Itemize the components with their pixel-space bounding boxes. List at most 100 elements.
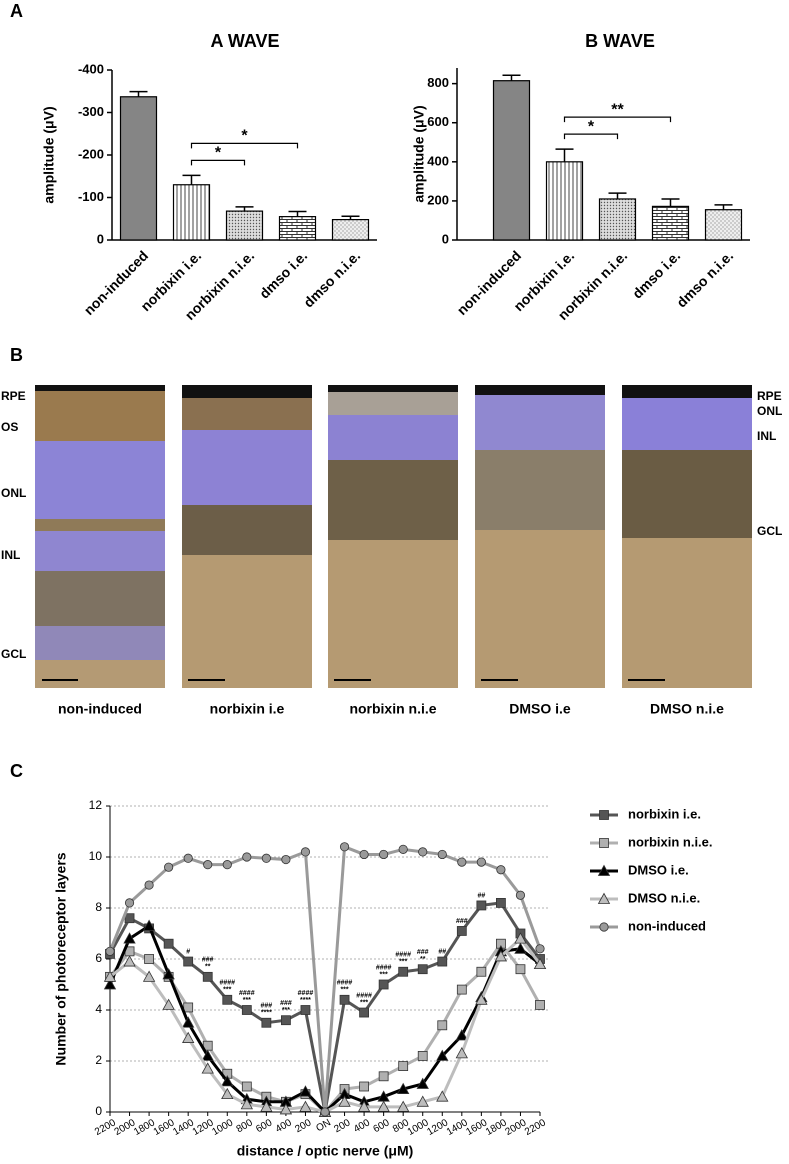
marker <box>457 857 467 867</box>
x-tick-label: 200 <box>332 1117 352 1135</box>
marker <box>261 1017 272 1028</box>
error-bar <box>502 74 521 81</box>
image <box>622 385 752 688</box>
significance-label: ** <box>611 101 624 118</box>
marker <box>436 1090 449 1102</box>
marker <box>202 971 213 982</box>
significance-bracket <box>563 116 672 123</box>
significance-label: *** <box>223 987 231 994</box>
x-tick-label: 200 <box>293 1117 313 1135</box>
x-tick-label: 2200 <box>523 1117 548 1138</box>
marker <box>103 978 117 990</box>
marker <box>201 1049 214 1061</box>
legend-label: DMSO n.i.e. <box>628 890 700 905</box>
bar <box>492 80 531 241</box>
significance-label: *** <box>243 997 251 1004</box>
image-caption: DMSO i.e <box>509 701 571 717</box>
x-tick-label: dmso n.i.e. <box>300 247 363 310</box>
x-tick-label: 400 <box>274 1117 294 1135</box>
marker <box>535 1000 545 1010</box>
marker <box>105 946 115 956</box>
error-bar <box>235 206 254 212</box>
significance-label: ** <box>205 964 211 971</box>
marker <box>242 852 252 862</box>
x-axis-label: distance / optic nerve (μM) <box>237 1143 414 1159</box>
marker <box>514 932 527 944</box>
marker <box>300 847 311 857</box>
significance-label: * <box>215 145 222 162</box>
marker <box>357 1100 371 1112</box>
marker <box>162 967 175 980</box>
error-bar <box>608 192 627 199</box>
marker <box>377 1100 390 1112</box>
significance-label: * <box>588 118 595 135</box>
marker <box>418 847 428 857</box>
bar <box>278 216 317 241</box>
marker <box>533 957 547 969</box>
marker <box>515 964 526 975</box>
y-tick-label: 200 <box>427 192 449 207</box>
error-bar <box>661 198 680 207</box>
marker <box>359 1007 369 1018</box>
marker <box>378 1071 389 1082</box>
bar <box>172 184 211 241</box>
marker <box>456 926 467 936</box>
significance-bracket <box>563 133 619 140</box>
marker <box>123 932 136 944</box>
marker <box>338 1095 351 1107</box>
layer-label: GCL <box>757 524 782 538</box>
marker <box>222 860 232 870</box>
bar <box>545 161 584 241</box>
significance-label: #### <box>219 980 235 987</box>
panel-label: B <box>10 345 23 365</box>
layer-label: ONL <box>757 404 782 418</box>
bar <box>651 205 690 241</box>
significance-label: ### <box>456 918 468 925</box>
error-bar <box>555 148 574 162</box>
y-tick-label: 400 <box>427 153 449 168</box>
image <box>328 385 458 688</box>
significance-bracket <box>190 159 246 166</box>
y-axis-label: amplitude (μV) <box>411 105 427 202</box>
marker <box>397 1082 410 1094</box>
marker <box>241 1081 252 1092</box>
y-tick-label: 4 <box>95 1002 102 1016</box>
series-line <box>108 941 542 1115</box>
y-tick-label: 8 <box>95 900 102 914</box>
marker <box>203 860 213 870</box>
marker <box>597 892 611 904</box>
panel-label: C <box>10 761 23 781</box>
marker <box>398 1061 409 1071</box>
image-caption: norbixin i.e <box>210 701 285 717</box>
significance-label: ## <box>477 892 485 899</box>
panel-label: A <box>10 1 23 21</box>
image <box>475 385 605 688</box>
marker <box>416 1095 429 1107</box>
marker <box>241 1005 252 1015</box>
marker <box>535 944 545 954</box>
significance-label: ### <box>280 1000 292 1007</box>
marker <box>183 853 193 863</box>
y-tick-label: -400 <box>78 61 104 76</box>
marker <box>339 994 350 1005</box>
significance-label: # <box>186 948 190 955</box>
error-bar <box>182 174 201 185</box>
marker <box>163 938 174 949</box>
marker <box>164 862 174 872</box>
significance-label: #### <box>337 980 353 987</box>
significance-label: #### <box>298 990 314 997</box>
marker <box>437 956 448 967</box>
marker <box>222 994 233 1005</box>
image-caption: non-induced <box>58 701 142 717</box>
significance-label: #### <box>356 992 372 999</box>
marker <box>597 864 611 876</box>
image-caption: DMSO n.i.e <box>650 701 724 717</box>
bar <box>119 96 158 241</box>
marker <box>496 865 506 875</box>
significance-label: ** <box>420 956 426 963</box>
marker <box>416 1077 429 1089</box>
significance-label: #### <box>395 952 411 959</box>
significance-label: ### <box>202 957 214 964</box>
y-tick-label: -100 <box>78 189 104 204</box>
marker <box>183 1002 194 1013</box>
